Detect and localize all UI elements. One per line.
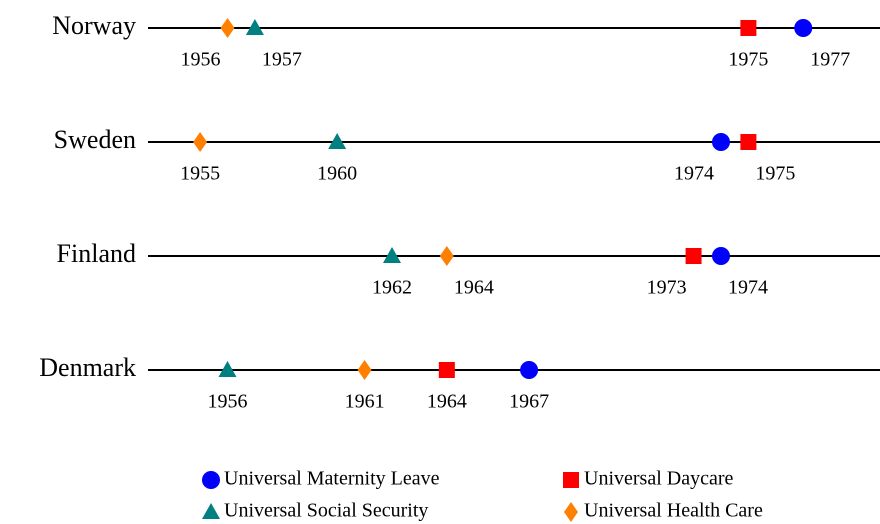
event-marker [193, 132, 208, 152]
year-label: 1973 [647, 277, 687, 299]
year-label: 1975 [755, 163, 795, 185]
event-marker [794, 19, 813, 37]
event-marker [218, 361, 237, 377]
year-label: 1964 [454, 277, 494, 299]
event-marker [685, 248, 702, 264]
event-marker [245, 19, 264, 35]
year-label: 1977 [810, 49, 850, 71]
legend-marker [564, 502, 578, 522]
legend-label: Universal Social Security [224, 500, 428, 522]
year-label: 1955 [180, 163, 220, 185]
year-label: 1956 [208, 391, 248, 413]
legend-marker [563, 472, 579, 488]
year-label: 1956 [181, 49, 221, 71]
event-marker [328, 133, 347, 149]
country-label: Finland [57, 239, 136, 268]
legend-marker [202, 471, 220, 489]
event-marker [383, 247, 401, 263]
year-label: 1961 [345, 391, 385, 413]
year-label: 1975 [728, 49, 768, 71]
year-label: 1964 [427, 391, 467, 413]
event-marker [711, 133, 730, 151]
legend-label: Universal Maternity Leave [224, 468, 440, 490]
year-label: 1967 [509, 391, 549, 413]
event-marker [740, 134, 757, 150]
event-marker [220, 18, 235, 38]
legend-label: Universal Daycare [584, 468, 733, 490]
legend-marker [202, 503, 220, 519]
country-label: Norway [52, 11, 136, 40]
event-marker [711, 247, 730, 265]
event-marker [520, 361, 539, 379]
year-label: 1974 [674, 163, 714, 185]
year-label: 1957 [262, 49, 302, 71]
event-marker [439, 246, 454, 266]
year-label: 1974 [728, 277, 768, 299]
legend-label: Universal Health Care [584, 500, 763, 522]
event-marker [438, 362, 455, 378]
year-label: 1960 [317, 163, 357, 185]
country-label: Sweden [54, 125, 136, 154]
country-label: Denmark [39, 353, 136, 382]
event-marker [740, 20, 757, 36]
event-marker [357, 360, 372, 380]
year-label: 1962 [372, 277, 412, 299]
